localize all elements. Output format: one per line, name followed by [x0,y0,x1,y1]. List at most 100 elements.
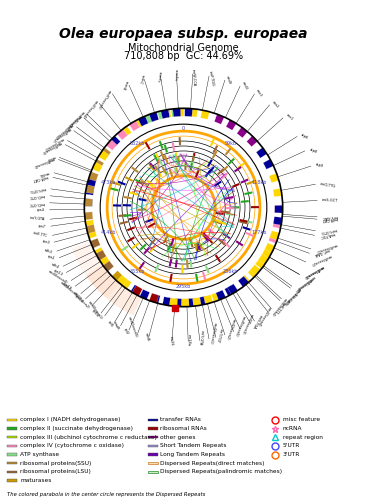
Text: trnP-TGG: trnP-TGG [208,71,215,87]
Circle shape [107,131,260,284]
Wedge shape [121,278,131,289]
Text: trnY-GTA: trnY-GTA [199,330,204,345]
Wedge shape [86,185,95,194]
Wedge shape [269,173,279,182]
Bar [7,428,17,430]
Text: rps1: rps1 [47,254,55,262]
Text: nad7(exon3): nad7(exon3) [66,110,85,128]
Text: 295kb: 295kb [176,284,191,290]
Text: nad4: nad4 [46,154,55,160]
Wedge shape [161,110,170,118]
Bar [148,462,157,464]
Bar [7,471,17,473]
Bar [148,454,157,456]
Text: trnW-CCA: trnW-CCA [191,69,196,86]
Text: rps13: rps13 [52,268,63,276]
Wedge shape [248,267,259,278]
Text: trnT-TGT: trnT-TGT [215,328,223,342]
Text: ccmC: ccmC [138,74,145,85]
Text: 5'UTR: 5'UTR [283,444,300,448]
Wedge shape [270,230,279,240]
Text: trnY-GTA: trnY-GTA [30,216,46,222]
Text: trnE-TTC: trnE-TTC [33,232,48,238]
Wedge shape [275,206,283,213]
Text: sdh4: sdh4 [50,263,59,270]
Text: ribosomal proteins(SSU): ribosomal proteins(SSU) [20,461,92,466]
Wedge shape [96,250,106,260]
Wedge shape [151,294,160,304]
Wedge shape [121,126,131,137]
Text: trnD-GTC: trnD-GTC [29,194,46,199]
Wedge shape [193,298,201,306]
Text: nad4(exon2): nad4(exon2) [72,291,90,310]
Text: Mitochondrial Genome: Mitochondrial Genome [128,43,239,53]
Text: nad5(exon4): nad5(exon4) [295,274,315,290]
Text: rps19: rps19 [62,282,72,290]
Text: nad5(exon3): nad5(exon3) [40,140,62,154]
Text: 0: 0 [182,126,185,130]
Wedge shape [149,112,159,122]
Text: ccmFn: ccmFn [174,68,178,80]
Wedge shape [84,212,93,220]
Text: 177kb: 177kb [251,230,267,234]
Text: nad4(exon3): nad4(exon3) [59,281,79,298]
Text: ncRNA: ncRNA [283,426,302,431]
Text: nad9: nad9 [225,75,231,85]
Text: atp8: atp8 [309,147,317,154]
Wedge shape [94,247,105,258]
Wedge shape [275,206,283,213]
Text: cox3: cox3 [255,88,263,98]
Text: repeat region: repeat region [283,435,323,440]
Text: rpl16: rpl16 [91,308,99,318]
Text: trnS-TGA: trnS-TGA [251,313,262,329]
Wedge shape [181,298,189,306]
Wedge shape [216,290,226,300]
Wedge shape [228,284,238,294]
Text: 59kb: 59kb [224,141,236,146]
Wedge shape [103,261,114,272]
Wedge shape [247,136,258,146]
Text: trnD-GTC: trnD-GTC [28,200,45,205]
Bar [7,454,17,456]
Text: ribosomal RNAs: ribosomal RNAs [160,426,207,431]
Text: The colored parabola in the center circle represents the Dispersed Repeats: The colored parabola in the center circl… [7,492,206,496]
Text: complex III (ubchinol cytochrome c reductase): complex III (ubchinol cytochrome c reduc… [20,435,157,440]
Wedge shape [250,264,261,276]
Wedge shape [85,186,94,195]
Wedge shape [163,296,171,306]
Wedge shape [112,270,123,281]
Wedge shape [90,238,100,248]
Text: rps4: rps4 [37,208,45,212]
Text: maturases: maturases [20,478,52,483]
Wedge shape [149,112,159,122]
Text: nad7(exon4): nad7(exon4) [80,98,98,118]
Bar [7,480,17,482]
Text: rrn18a: rrn18a [186,334,191,346]
Text: 532kb: 532kb [129,141,145,146]
Wedge shape [225,286,235,296]
Text: nad5(exon1): nad5(exon1) [315,242,338,252]
Text: matR: matR [112,320,120,331]
Text: 710,808 bp  GC: 44.69%: 710,808 bp GC: 44.69% [124,51,243,61]
Wedge shape [173,108,181,117]
Text: trnM-CAT: trnM-CAT [32,174,49,182]
Text: nad6: nad6 [143,332,149,342]
Wedge shape [174,298,182,306]
Text: trnS-GCT: trnS-GCT [322,198,338,203]
Wedge shape [117,129,128,140]
Text: trnA-TGC: trnA-TGC [319,231,335,238]
Wedge shape [176,108,184,116]
Text: nad4(exon4): nad4(exon4) [47,269,68,285]
Text: cox2: cox2 [271,100,280,109]
Wedge shape [163,109,171,118]
Wedge shape [139,290,150,300]
Wedge shape [273,216,282,225]
Text: trnI-CAT: trnI-CAT [284,291,297,304]
Wedge shape [185,108,193,116]
Text: nad7(exon1): nad7(exon1) [43,136,64,151]
Wedge shape [94,159,104,170]
Wedge shape [238,276,249,287]
Text: nad1(exon2): nad1(exon2) [293,276,313,292]
Wedge shape [86,208,184,316]
Text: trnV-GAC: trnV-GAC [322,214,338,219]
